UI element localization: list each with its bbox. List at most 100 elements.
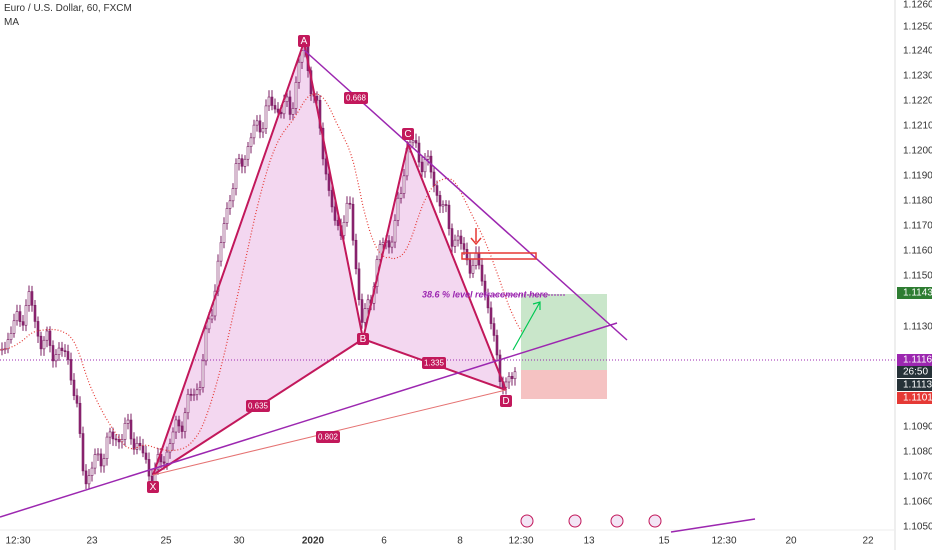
candle [3, 348, 7, 351]
ratio-badge [316, 431, 340, 443]
point-label: C [404, 129, 411, 140]
candle [231, 188, 235, 202]
candle [57, 347, 61, 355]
candle [291, 108, 295, 115]
candle [228, 200, 232, 209]
candle [96, 453, 100, 456]
candle [462, 243, 466, 250]
candle [108, 431, 112, 438]
time-label: 15 [658, 536, 670, 547]
price-tag-label: 26:50 [903, 367, 928, 378]
arrow-down [470, 228, 482, 246]
candle [168, 443, 172, 453]
candle [174, 419, 178, 433]
price-label: 1.11300 [903, 322, 932, 333]
time-label: 12:30 [711, 536, 736, 547]
candle [288, 96, 292, 115]
time-label: 6 [381, 536, 387, 547]
symbol-title: Euro / U.S. Dollar, 60, FXCM [4, 3, 132, 14]
candle [126, 419, 130, 424]
candle [387, 240, 391, 248]
candle [63, 350, 67, 352]
ratio-label: 0.802 [318, 433, 339, 442]
point-label: D [502, 396, 509, 407]
candle [39, 335, 43, 350]
candle [402, 175, 406, 194]
candle [492, 323, 496, 336]
price-tag [897, 287, 932, 299]
candle [30, 291, 34, 306]
price-label: 1.10700 [903, 472, 932, 483]
candle [78, 402, 82, 434]
candle [93, 454, 97, 469]
candle [465, 249, 469, 261]
candle [450, 228, 454, 247]
support-line [670, 518, 756, 533]
candle [441, 204, 445, 207]
price-label: 1.10600 [903, 497, 932, 508]
price-label: 1.12100 [903, 121, 932, 132]
candle [195, 389, 199, 395]
price-tag [897, 392, 932, 404]
price-label: 1.11900 [903, 171, 932, 182]
candle [102, 458, 106, 467]
candle [45, 330, 49, 341]
ratio-label: 0.668 [346, 94, 367, 103]
price-tag [897, 379, 932, 391]
candle [471, 265, 475, 274]
candle [258, 120, 262, 133]
candle [90, 467, 94, 476]
candle [117, 438, 121, 443]
time-label: 30 [233, 536, 245, 547]
price-tag [897, 366, 932, 378]
candle [87, 475, 91, 485]
event-icon [520, 514, 534, 528]
ratio-badge [422, 357, 446, 369]
candle [141, 445, 145, 454]
candle [27, 291, 31, 306]
candle [273, 105, 277, 110]
candle [207, 318, 211, 330]
candle [426, 155, 430, 160]
target-zone [521, 294, 607, 370]
event-icon [648, 514, 662, 528]
candle [267, 96, 271, 107]
candle [363, 308, 367, 323]
price-label: 1.11600 [903, 246, 932, 257]
candle [432, 171, 436, 186]
candle [15, 311, 19, 322]
candle [498, 354, 502, 382]
candle [243, 158, 247, 167]
candle [357, 268, 361, 300]
candle [237, 158, 241, 164]
candle [348, 202, 352, 205]
candle [81, 433, 85, 472]
indicator-label: MA [4, 17, 19, 28]
price-tag-label: 1.11436 [903, 288, 932, 299]
candle [333, 206, 337, 221]
time-label: 25 [160, 536, 172, 547]
candle [204, 328, 208, 362]
candle [414, 140, 418, 144]
point-label: B [360, 334, 367, 345]
candle [444, 204, 448, 206]
candle [438, 195, 442, 207]
candle [327, 173, 331, 191]
candle [393, 220, 397, 243]
candle [420, 161, 424, 173]
candle [183, 412, 187, 432]
candle [240, 158, 244, 167]
candle [264, 105, 268, 129]
candle [189, 393, 193, 396]
candle [18, 311, 22, 322]
candle [324, 158, 328, 175]
candle [249, 137, 253, 147]
candle [9, 333, 13, 340]
candle [180, 425, 184, 432]
candle [42, 339, 46, 350]
candle [270, 96, 274, 106]
candle [177, 419, 181, 427]
candle [147, 459, 151, 477]
